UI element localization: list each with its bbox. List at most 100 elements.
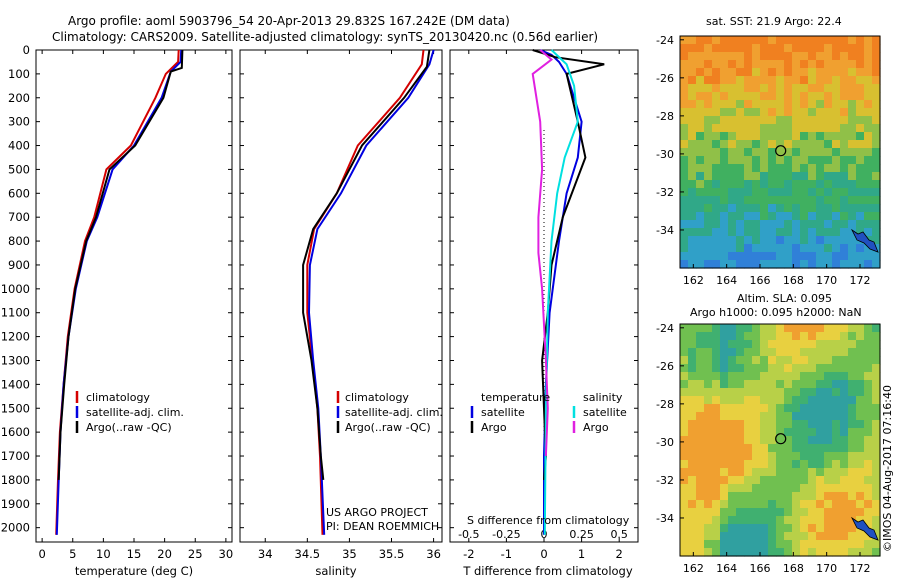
map-cell xyxy=(760,324,769,333)
map-cell xyxy=(800,396,809,405)
coastline xyxy=(850,228,879,253)
map-cell xyxy=(680,68,689,77)
map-cell xyxy=(784,108,793,117)
map-cell xyxy=(816,252,825,261)
map-cell xyxy=(824,500,833,509)
x-tick-label: 0 xyxy=(540,547,547,561)
map-cell xyxy=(752,460,761,469)
map-cell xyxy=(688,108,697,117)
map-cell xyxy=(840,188,849,197)
map-cell xyxy=(704,236,713,245)
map-cell xyxy=(864,244,873,253)
map-cell xyxy=(792,540,801,549)
map-cell xyxy=(784,468,793,477)
map-cell xyxy=(712,372,721,381)
map-cell xyxy=(744,340,753,349)
map-cell xyxy=(800,404,809,413)
map-cell xyxy=(824,76,833,85)
lon-tick-label: 162 xyxy=(683,562,704,575)
map-cell xyxy=(872,388,881,397)
lon-tick-label: 166 xyxy=(750,562,771,575)
map-cell xyxy=(680,420,689,429)
map-cell xyxy=(856,52,865,61)
map-cell xyxy=(760,428,769,437)
map-cell xyxy=(848,524,857,533)
map-cell xyxy=(856,396,865,405)
map-cell xyxy=(792,500,801,509)
map-cell xyxy=(776,228,785,237)
map-cell xyxy=(768,244,777,253)
map-cell xyxy=(840,76,849,85)
map-cell xyxy=(872,476,881,485)
map-cell xyxy=(680,236,689,245)
lat-tick-label: -30 xyxy=(656,148,674,161)
map-cell xyxy=(792,76,801,85)
map-cell xyxy=(816,404,825,413)
map-cell xyxy=(728,140,737,149)
map-cell xyxy=(856,44,865,53)
map-cell xyxy=(808,124,817,133)
map-cell xyxy=(872,500,881,509)
map-cell xyxy=(760,252,769,261)
map-cell xyxy=(720,252,729,261)
map-cell xyxy=(824,540,833,549)
map-cell xyxy=(736,36,745,45)
map-cell xyxy=(776,100,785,109)
y-tick-label: 1500 xyxy=(1,401,30,415)
map-cell xyxy=(760,524,769,533)
map-cell xyxy=(760,164,769,173)
map-cell xyxy=(872,364,881,373)
map-cell xyxy=(728,332,737,341)
sla-map-title-1: Altim. SLA: 0.095 xyxy=(737,292,832,305)
map-cell xyxy=(752,524,761,533)
x-tick-label: 1 xyxy=(578,547,585,561)
map-cell xyxy=(872,348,881,357)
map-cell xyxy=(872,452,881,461)
map-cell xyxy=(752,172,761,181)
map-cell xyxy=(784,124,793,133)
map-cell xyxy=(768,164,777,173)
x-tick-label: 34.5 xyxy=(295,547,321,561)
map-cell xyxy=(728,500,737,509)
map-cell xyxy=(856,244,865,253)
map-cell xyxy=(816,372,825,381)
map-cell xyxy=(784,252,793,261)
map-cell xyxy=(768,396,777,405)
map-cell xyxy=(704,508,713,517)
map-cell xyxy=(776,372,785,381)
map-cell xyxy=(840,340,849,349)
map-cell xyxy=(840,132,849,141)
map-cell xyxy=(688,532,697,541)
map-cell xyxy=(872,132,881,141)
map-cell xyxy=(728,180,737,189)
map-cell xyxy=(728,380,737,389)
map-cell xyxy=(784,420,793,429)
map-cell xyxy=(816,436,825,445)
x-tick-label: 34 xyxy=(258,547,273,561)
map-cell xyxy=(800,76,809,85)
map-cell xyxy=(848,84,857,93)
map-cell xyxy=(872,460,881,469)
map-cell xyxy=(736,388,745,397)
map-cell xyxy=(800,548,809,557)
map-cell xyxy=(776,452,785,461)
map-cell xyxy=(720,260,729,269)
map-cell xyxy=(800,252,809,261)
map-cell xyxy=(848,204,857,213)
map-cell xyxy=(784,508,793,517)
map-cell xyxy=(752,196,761,205)
map-cell xyxy=(736,92,745,101)
map-cell xyxy=(728,364,737,373)
map-cell xyxy=(704,420,713,429)
map-cell xyxy=(720,428,729,437)
map-cell xyxy=(688,404,697,413)
map-cell xyxy=(736,420,745,429)
map-cell xyxy=(720,172,729,181)
map-cell xyxy=(816,444,825,453)
map-cell xyxy=(776,436,785,445)
map-cell xyxy=(728,260,737,269)
map-cell xyxy=(760,44,769,53)
map-cell xyxy=(800,132,809,141)
map-cell xyxy=(712,52,721,61)
map-cell xyxy=(856,516,865,525)
